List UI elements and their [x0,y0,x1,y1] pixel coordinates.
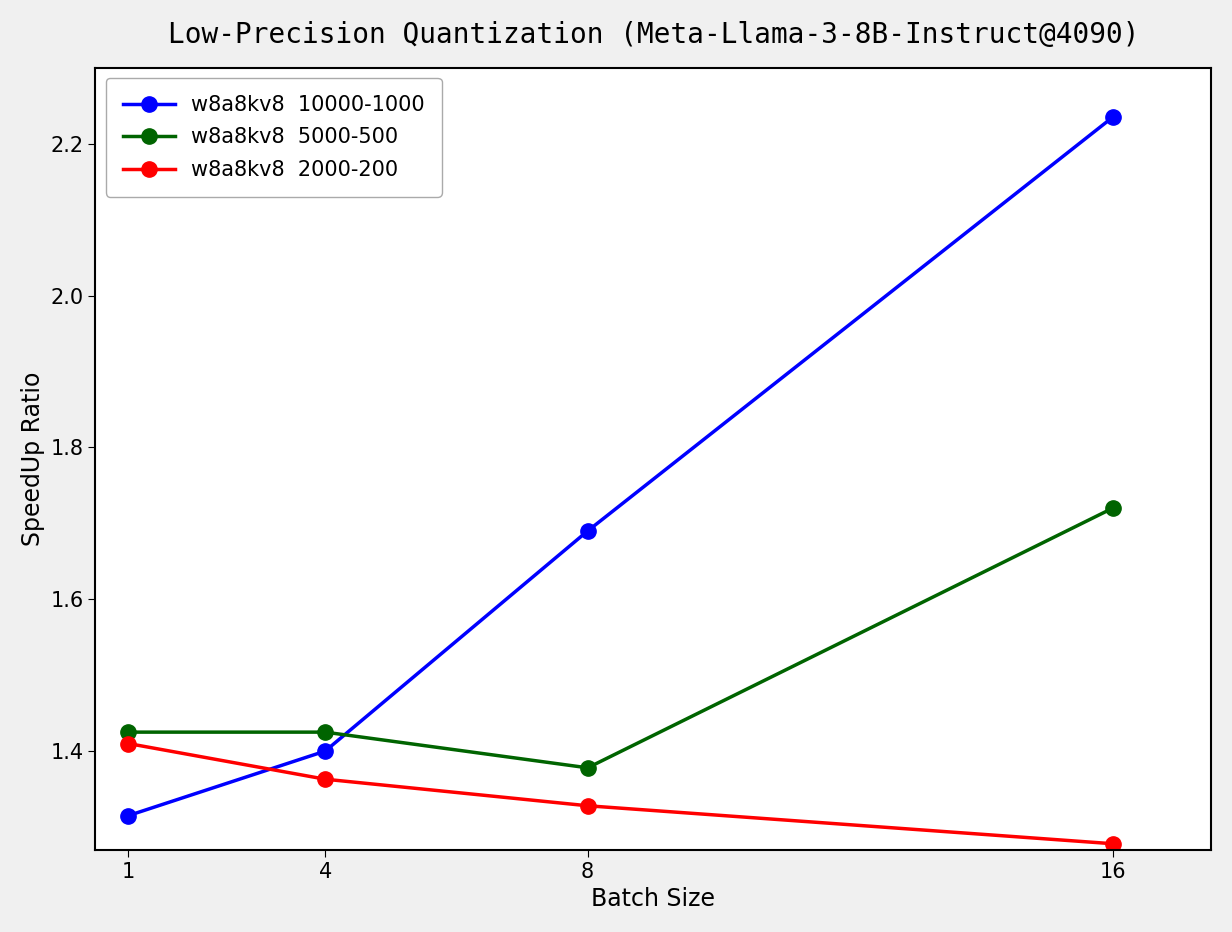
Line: w8a8kv8  5000-500: w8a8kv8 5000-500 [121,500,1120,775]
w8a8kv8  2000-200 [121,738,136,749]
w8a8kv8  2000-200 [318,774,333,785]
Y-axis label: SpeedUp Ratio: SpeedUp Ratio [21,372,44,546]
w8a8kv8  10000-1000 [1105,112,1120,123]
w8a8kv8  5000-500 [1105,502,1120,514]
w8a8kv8  5000-500 [121,727,136,738]
w8a8kv8  2000-200 [1105,838,1120,849]
w8a8kv8  10000-1000 [121,810,136,821]
w8a8kv8  2000-200 [580,801,595,812]
Title: Low-Precision Quantization (Meta-Llama-3-8B-Instruct@4090): Low-Precision Quantization (Meta-Llama-3… [168,21,1140,48]
w8a8kv8  10000-1000 [318,746,333,757]
w8a8kv8  5000-500 [318,727,333,738]
Line: w8a8kv8  10000-1000: w8a8kv8 10000-1000 [121,110,1120,823]
Legend: w8a8kv8  10000-1000, w8a8kv8  5000-500, w8a8kv8  2000-200: w8a8kv8 10000-1000, w8a8kv8 5000-500, w8… [106,78,441,197]
Line: w8a8kv8  2000-200: w8a8kv8 2000-200 [121,736,1120,851]
w8a8kv8  10000-1000 [580,526,595,537]
w8a8kv8  5000-500 [580,762,595,774]
X-axis label: Batch Size: Batch Size [591,887,716,911]
